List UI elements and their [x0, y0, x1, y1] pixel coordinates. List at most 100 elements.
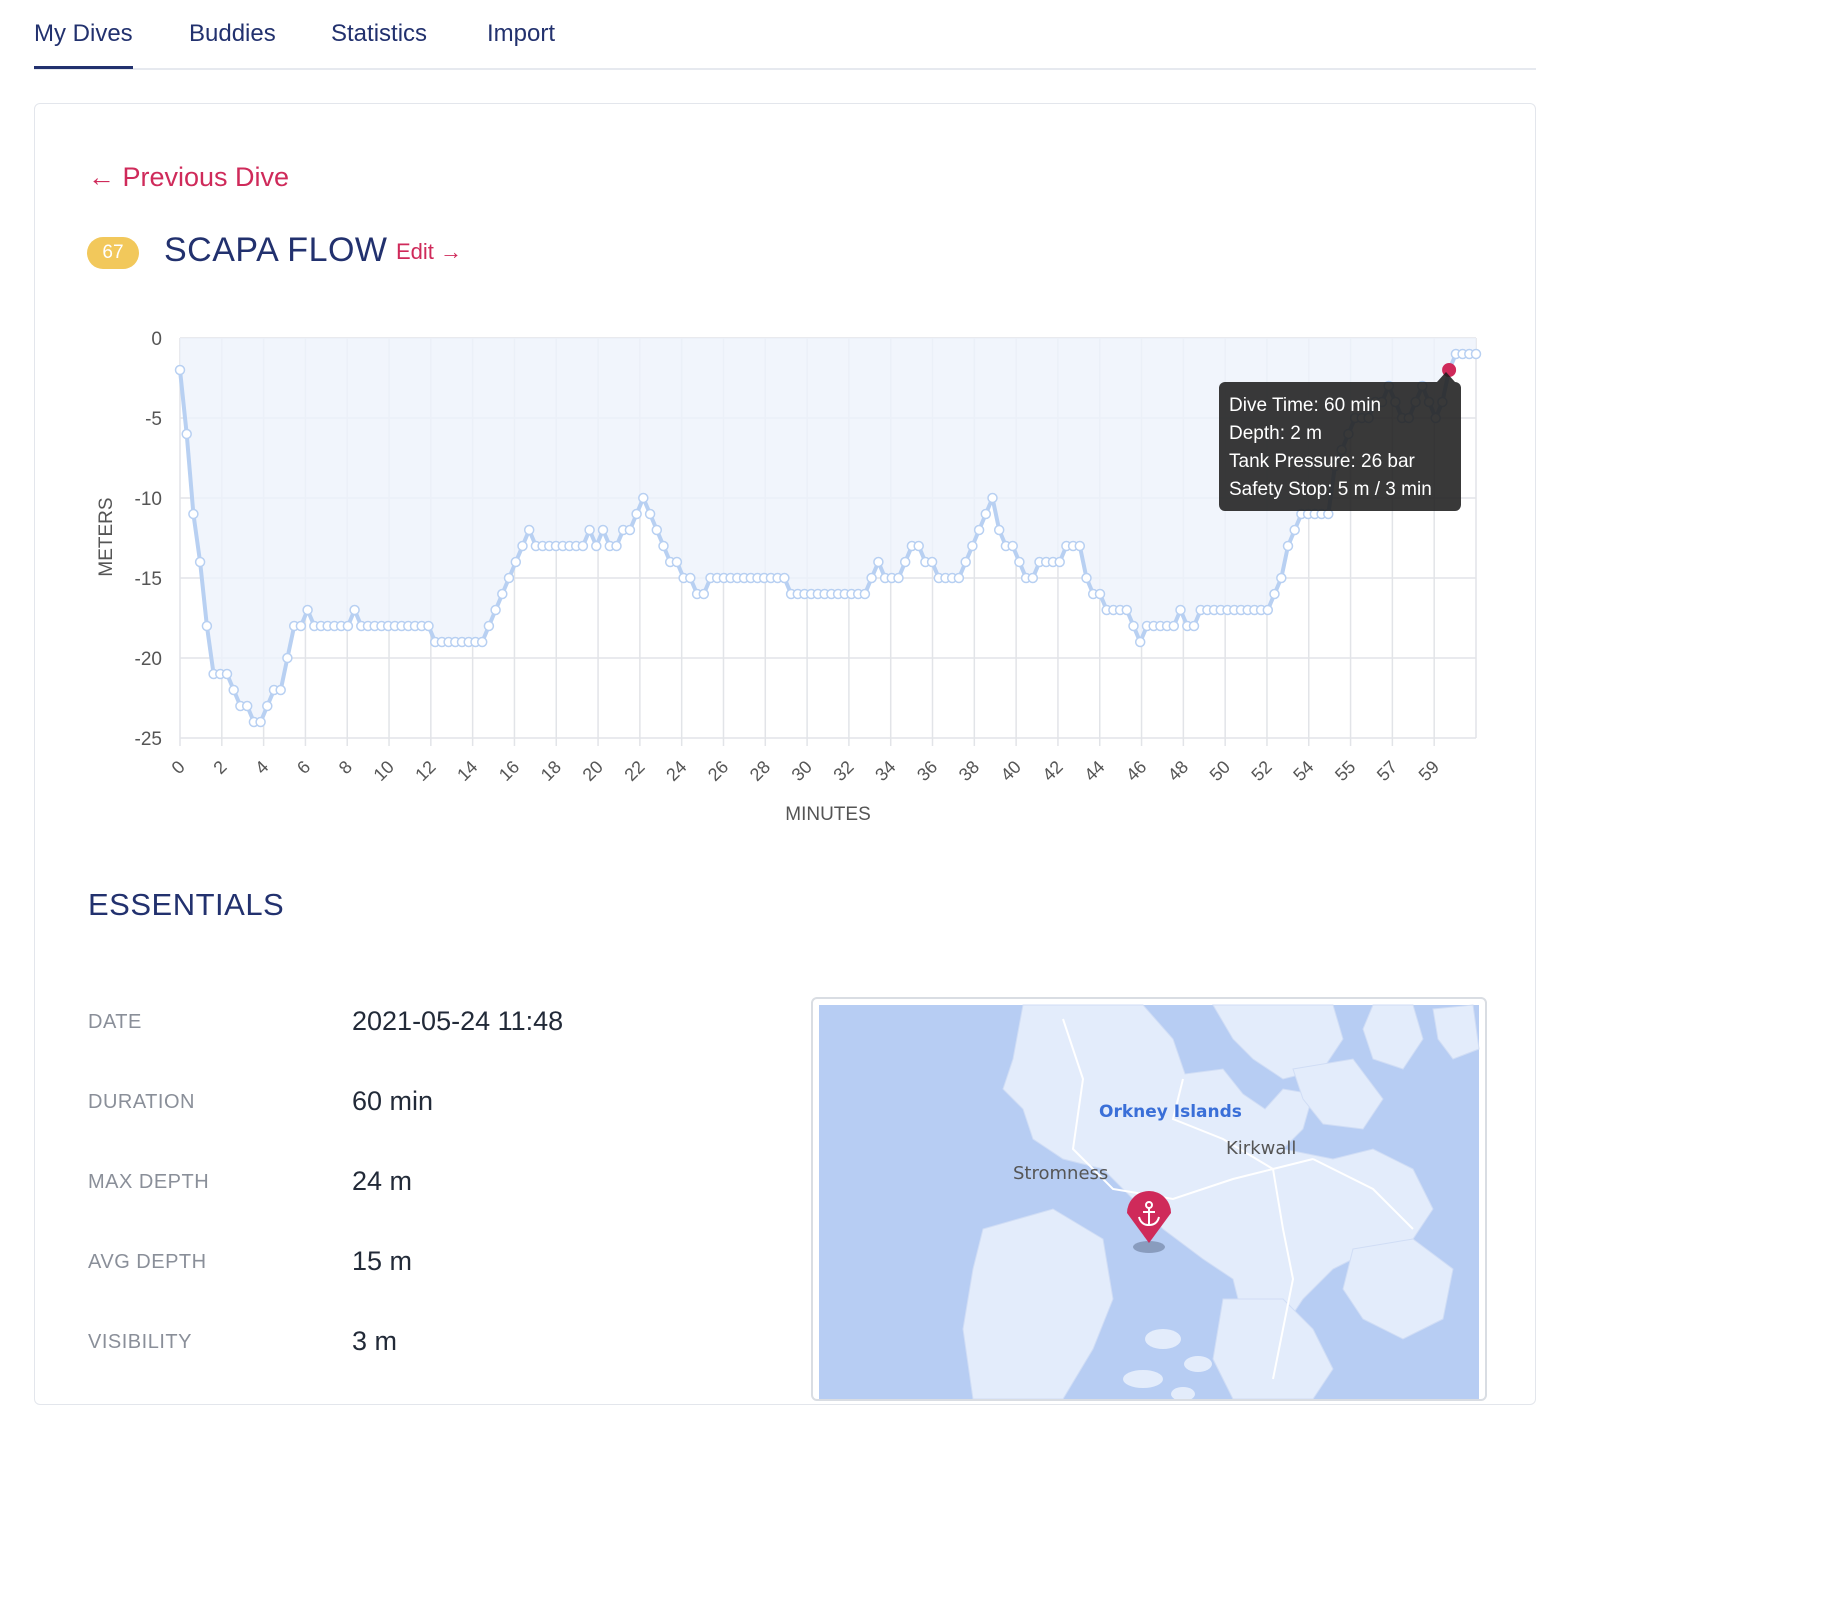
data-point[interactable]	[1027, 572, 1039, 584]
data-point[interactable]	[1262, 604, 1274, 616]
tab-buddies[interactable]: Buddies	[189, 20, 276, 47]
data-point[interactable]	[597, 524, 609, 536]
x-tick-label: 20	[579, 757, 607, 785]
data-point[interactable]	[859, 588, 871, 600]
data-point[interactable]	[1054, 556, 1065, 568]
data-point[interactable]	[1081, 572, 1092, 584]
data-point[interactable]	[181, 428, 192, 440]
avg-depth-value: 15 m	[352, 1246, 413, 1276]
data-point[interactable]	[476, 636, 488, 648]
data-point[interactable]	[584, 524, 595, 536]
data-point[interactable]	[194, 556, 206, 568]
dive-title: SCAPA FLOW	[164, 231, 388, 269]
data-point[interactable]	[913, 540, 924, 552]
data-point[interactable]	[631, 508, 642, 520]
data-point[interactable]	[255, 716, 266, 728]
data-point[interactable]	[866, 572, 877, 584]
data-point[interactable]	[1074, 540, 1086, 552]
x-tick-label: 34	[871, 757, 899, 785]
data-point[interactable]	[651, 524, 663, 536]
data-point[interactable]	[779, 572, 790, 584]
data-point[interactable]	[591, 540, 602, 552]
data-point[interactable]	[926, 556, 938, 568]
data-point[interactable]	[188, 508, 199, 520]
data-point[interactable]	[638, 492, 649, 504]
tab-statistics[interactable]: Statistics	[331, 20, 428, 47]
data-point[interactable]	[483, 620, 495, 632]
data-point[interactable]	[221, 668, 233, 680]
data-point[interactable]	[490, 604, 501, 616]
data-point[interactable]	[1134, 636, 1146, 648]
data-point[interactable]	[973, 524, 985, 536]
dive-site-map[interactable]: Orkney Islands Kirkwall Stromness	[811, 997, 1487, 1401]
data-point[interactable]	[349, 604, 360, 616]
data-point[interactable]	[1289, 524, 1300, 536]
data-point[interactable]	[423, 620, 434, 632]
data-point[interactable]	[1175, 604, 1186, 616]
data-point[interactable]	[1470, 348, 1482, 360]
data-point[interactable]	[685, 572, 696, 584]
x-tick-label: 10	[370, 757, 398, 785]
data-point[interactable]	[893, 572, 904, 584]
data-point[interactable]	[201, 620, 213, 632]
edit-dive-link[interactable]: Edit →	[396, 239, 463, 264]
data-point[interactable]	[1007, 540, 1018, 552]
data-point[interactable]	[1282, 540, 1294, 552]
data-point[interactable]	[1276, 572, 1287, 584]
depth-profile-chart[interactable]: 0-5-10-15-20-25 0 2 4 6 8 10 12 14 16 18 20 22 24 26 2…	[0, 0, 1568, 860]
tooltip-safety-stop: Safety Stop: 5 m / 3 min	[1229, 479, 1432, 500]
data-point[interactable]	[503, 572, 515, 584]
x-tick-label: 12	[411, 757, 439, 785]
data-point[interactable]	[510, 556, 522, 568]
data-point[interactable]	[241, 700, 253, 712]
tab-my-dives[interactable]: My Dives	[34, 20, 133, 69]
data-point[interactable]	[624, 524, 636, 536]
data-point[interactable]	[577, 540, 589, 552]
y-tick-label: -5	[145, 409, 162, 430]
data-point[interactable]	[342, 620, 354, 632]
data-point[interactable]	[228, 684, 239, 696]
data-point[interactable]	[302, 604, 313, 616]
data-point[interactable]	[1094, 588, 1106, 600]
x-tick-label: 8	[335, 757, 356, 778]
data-point[interactable]	[698, 588, 710, 600]
data-point[interactable]	[1014, 556, 1025, 568]
previous-dive-link[interactable]: ← Previous Dive	[88, 162, 290, 192]
tab-import[interactable]: Import	[487, 20, 556, 47]
data-point[interactable]	[899, 556, 911, 568]
data-point[interactable]	[960, 556, 971, 568]
anchor-icon[interactable]	[1127, 1191, 1171, 1253]
data-point[interactable]	[282, 652, 293, 664]
data-point[interactable]	[174, 364, 186, 376]
data-point[interactable]	[295, 620, 307, 632]
map-label-orkney: Orkney Islands	[1099, 1102, 1242, 1122]
data-point[interactable]	[517, 540, 528, 552]
x-tick-label: 57	[1373, 757, 1401, 785]
data-point[interactable]	[658, 540, 669, 552]
data-point[interactable]	[1128, 620, 1139, 632]
data-point[interactable]	[611, 540, 622, 552]
data-point[interactable]	[967, 540, 978, 552]
map-canvas[interactable]: Orkney Islands Kirkwall Stromness	[813, 999, 1485, 1399]
data-point[interactable]	[262, 700, 273, 712]
x-tick-label: 26	[704, 757, 732, 785]
y-tick-label: -25	[135, 729, 162, 750]
data-point[interactable]	[644, 508, 656, 520]
data-point[interactable]	[1188, 620, 1200, 632]
data-point[interactable]	[275, 684, 286, 696]
data-point[interactable]	[980, 508, 992, 520]
data-point[interactable]	[873, 556, 884, 568]
data-point[interactable]	[497, 588, 508, 600]
data-point[interactable]	[953, 572, 965, 584]
map-islet-1	[1145, 1329, 1181, 1349]
tooltip-caret	[1437, 372, 1455, 382]
data-point[interactable]	[671, 556, 683, 568]
map-road-3	[1171, 1078, 1274, 1170]
data-point[interactable]	[523, 524, 535, 536]
data-point[interactable]	[993, 524, 1005, 536]
data-point[interactable]	[1269, 588, 1280, 600]
data-point[interactable]	[1168, 620, 1180, 632]
map-road-2	[1272, 1168, 1295, 1380]
data-point[interactable]	[987, 492, 998, 504]
data-point[interactable]	[1121, 604, 1133, 616]
